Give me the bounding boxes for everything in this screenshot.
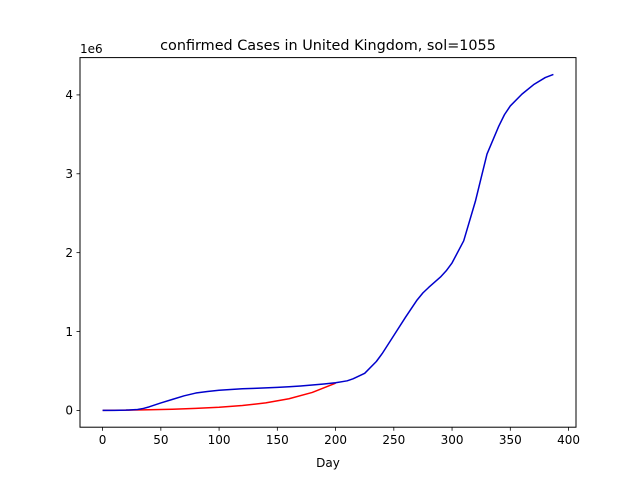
y-tick-label: 4 — [65, 88, 73, 102]
series-layer — [102, 73, 554, 412]
y-axis-ticks: 0 1 2 3 4 — [65, 88, 80, 418]
y-tick-label: 0 — [65, 404, 73, 418]
x-axis-ticks: 0 50 100 150 200 250 300 350 400 — [99, 427, 580, 447]
x-tick-label: 150 — [266, 433, 289, 447]
x-tick-label: 300 — [441, 433, 464, 447]
x-tick-label: 400 — [557, 433, 580, 447]
x-tick-label: 50 — [153, 433, 168, 447]
y-tick-label: 1 — [65, 325, 73, 339]
series-line-1 — [102, 382, 336, 412]
x-tick-label: 0 — [99, 433, 107, 447]
plot-frame — [79, 57, 577, 428]
x-tick-label: 350 — [499, 433, 522, 447]
series-line-2 — [102, 73, 554, 412]
y-offset-label: 1e6 — [80, 42, 103, 56]
chart-title: confirmed Cases in United Kingdom, sol=1… — [160, 38, 496, 54]
x-tick-label: 200 — [324, 433, 347, 447]
x-tick-label: 250 — [382, 433, 405, 447]
y-tick-label: 2 — [65, 246, 73, 260]
x-axis-label: Day — [316, 456, 340, 470]
x-tick-label: 100 — [208, 433, 231, 447]
y-tick-label: 3 — [65, 167, 73, 181]
